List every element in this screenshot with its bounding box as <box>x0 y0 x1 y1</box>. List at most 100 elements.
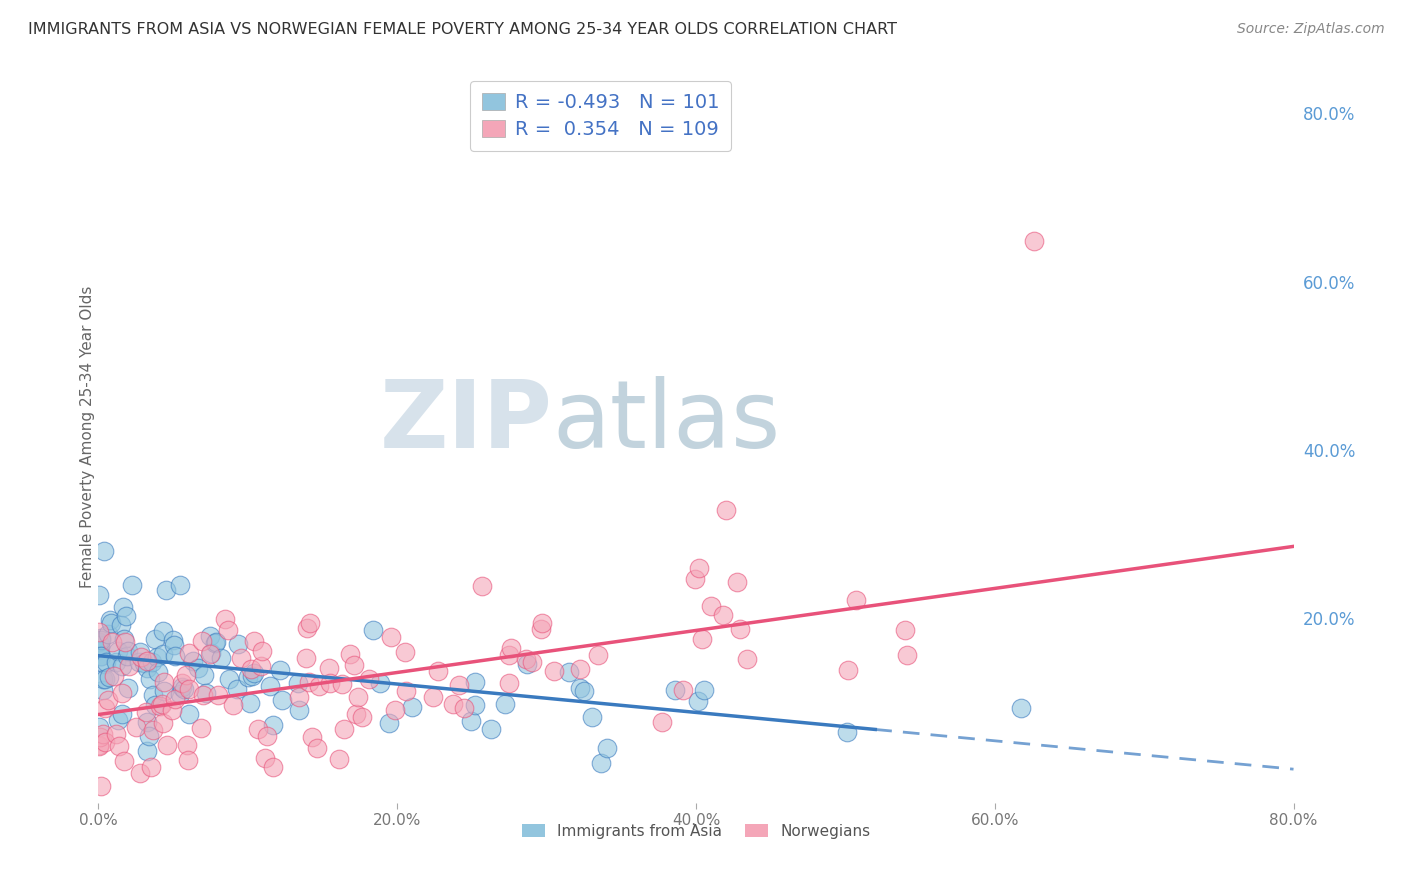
Point <box>117 658 139 673</box>
Point <box>153 684 176 698</box>
Point <box>143 632 166 646</box>
Point <box>352 710 374 724</box>
Point <box>252 644 274 658</box>
Point <box>361 623 384 637</box>
Point <box>125 720 148 734</box>
Point <box>301 730 323 744</box>
Point <box>464 675 486 690</box>
Point <box>725 575 748 590</box>
Point <box>441 697 464 711</box>
Point <box>837 663 859 677</box>
Point <box>139 760 162 774</box>
Point <box>111 706 134 721</box>
Point <box>172 676 194 690</box>
Point <box>90 631 112 645</box>
Point <box>499 641 522 656</box>
Point <box>89 739 111 753</box>
Point <box>342 657 364 672</box>
Point <box>596 741 619 756</box>
Point <box>174 668 197 682</box>
Point <box>243 665 266 680</box>
Point <box>728 622 751 636</box>
Point <box>298 675 321 690</box>
Point <box>344 706 367 721</box>
Point <box>169 687 191 701</box>
Point <box>129 650 152 665</box>
Point <box>318 660 340 674</box>
Point <box>94 735 117 749</box>
Point <box>269 664 291 678</box>
Point <box>87 624 110 639</box>
Point <box>664 683 686 698</box>
Point <box>190 722 212 736</box>
Point <box>368 676 391 690</box>
Point <box>129 766 152 780</box>
Point <box>426 664 449 678</box>
Point <box>294 651 316 665</box>
Point <box>1010 700 1032 714</box>
Point <box>94 657 117 671</box>
Point <box>153 674 176 689</box>
Point <box>287 675 309 690</box>
Point <box>256 729 278 743</box>
Point <box>136 660 159 674</box>
Point <box>187 661 209 675</box>
Point <box>177 647 200 661</box>
Point <box>481 722 503 736</box>
Point <box>253 750 276 764</box>
Point <box>204 636 226 650</box>
Point <box>121 578 143 592</box>
Point <box>90 633 112 648</box>
Point <box>845 593 868 607</box>
Point <box>107 644 129 658</box>
Point <box>191 634 214 648</box>
Point <box>134 656 156 670</box>
Point <box>494 698 516 712</box>
Point <box>688 693 710 707</box>
Point <box>128 656 150 670</box>
Point <box>146 649 169 664</box>
Point <box>165 649 187 664</box>
Point <box>460 714 482 729</box>
Point <box>111 686 134 700</box>
Point <box>711 607 734 622</box>
Point <box>226 637 249 651</box>
Point <box>169 578 191 592</box>
Point <box>401 700 423 714</box>
Point <box>117 649 139 664</box>
Point <box>217 623 239 637</box>
Point <box>287 703 309 717</box>
Point <box>240 669 263 683</box>
Point <box>104 727 127 741</box>
Point <box>262 718 284 732</box>
Point <box>453 701 475 715</box>
Point <box>378 716 401 731</box>
Point <box>89 738 111 752</box>
Point <box>221 698 243 712</box>
Point <box>693 683 716 698</box>
Point <box>138 672 160 686</box>
Point <box>117 644 139 658</box>
Point <box>328 752 350 766</box>
Point <box>103 669 125 683</box>
Point <box>1022 234 1045 248</box>
Point <box>569 661 592 675</box>
Point <box>651 715 673 730</box>
Point <box>271 692 294 706</box>
Point <box>357 672 380 686</box>
Point <box>193 668 215 682</box>
Point <box>87 642 110 657</box>
Point <box>97 627 120 641</box>
Point <box>93 543 115 558</box>
Point <box>150 697 173 711</box>
Point <box>111 659 134 673</box>
Point <box>198 629 221 643</box>
Point <box>89 730 111 744</box>
Point <box>837 725 859 739</box>
Point <box>672 682 695 697</box>
Point <box>299 616 322 631</box>
Y-axis label: Female Poverty Among 25-34 Year Olds: Female Poverty Among 25-34 Year Olds <box>80 286 94 588</box>
Point <box>214 612 236 626</box>
Point <box>464 698 486 712</box>
Point <box>207 688 229 702</box>
